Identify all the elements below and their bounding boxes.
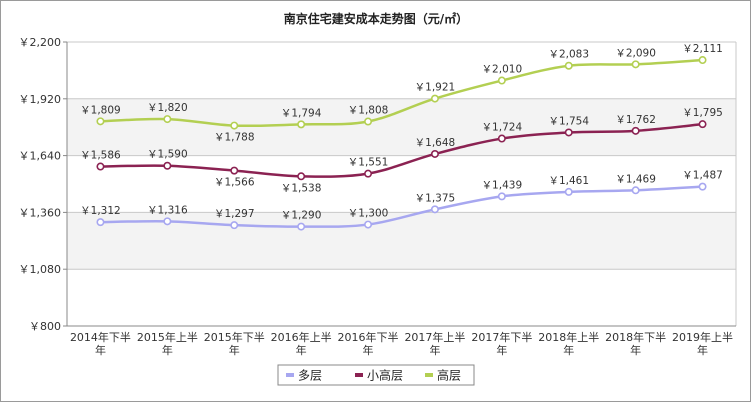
x-tick-label: 2015年上半年 xyxy=(137,330,198,357)
data-label: ￥1,300 xyxy=(348,208,389,220)
legend-label: 高层 xyxy=(437,368,461,383)
data-point xyxy=(564,61,573,70)
data-point xyxy=(297,120,306,129)
y-tick-label: ￥1,080 xyxy=(19,263,62,276)
data-label: ￥2,010 xyxy=(482,64,523,76)
data-label: ￥1,762 xyxy=(615,114,656,126)
y-tick-label: ￥1,360 xyxy=(19,206,62,219)
data-point xyxy=(698,120,707,129)
data-label: ￥1,820 xyxy=(147,102,188,114)
data-point xyxy=(698,56,707,65)
data-label: ￥1,808 xyxy=(348,105,389,117)
data-label: ￥2,090 xyxy=(615,47,656,59)
grid-band xyxy=(67,42,736,99)
data-label: ￥1,297 xyxy=(214,208,255,220)
data-point xyxy=(364,117,373,126)
series-line-2 xyxy=(100,58,703,128)
data-point xyxy=(163,217,172,226)
legend-label: 小高层 xyxy=(367,368,403,383)
data-point xyxy=(96,117,105,126)
legend: 多层 小高层 高层 xyxy=(277,364,475,386)
data-label: ￥1,921 xyxy=(415,82,456,94)
data-point xyxy=(163,115,172,124)
gridlines xyxy=(66,41,737,327)
x-tick-label: 2017年下半年 xyxy=(471,330,532,357)
data-point xyxy=(430,205,439,214)
x-tick-label: 2018年下半年 xyxy=(605,330,666,357)
data-label: ￥1,469 xyxy=(615,173,656,185)
data-point xyxy=(497,192,506,201)
data-label: ￥1,290 xyxy=(281,210,322,222)
data-label: ￥1,538 xyxy=(281,182,322,194)
data-point xyxy=(297,222,306,231)
data-point xyxy=(96,218,105,227)
series-group xyxy=(96,56,707,231)
data-point xyxy=(96,162,105,171)
data-label: ￥2,083 xyxy=(548,49,589,61)
grid-band xyxy=(67,269,736,326)
y-tick-label: ￥1,920 xyxy=(19,93,62,106)
data-label: ￥1,551 xyxy=(348,157,389,169)
data-point xyxy=(230,221,239,230)
x-tick-label: 2014年下半年 xyxy=(70,330,131,357)
x-tick-label: 2017年上半年 xyxy=(404,330,465,357)
data-label: ￥1,566 xyxy=(214,177,255,189)
data-label: ￥2,111 xyxy=(682,43,723,55)
data-label: ￥1,590 xyxy=(147,149,188,161)
data-label: ￥1,648 xyxy=(415,137,456,149)
x-tick-label: 2015年下半年 xyxy=(204,330,265,357)
data-point xyxy=(631,126,640,135)
data-point xyxy=(230,166,239,175)
y-axis: ￥800 ￥1,080 ￥1,360 ￥1,640 ￥1,920 ￥2,200 xyxy=(19,36,67,333)
x-tick-label: 2018年上半年 xyxy=(538,330,599,357)
data-point xyxy=(497,76,506,85)
x-tick-label: 2016年上半年 xyxy=(271,330,332,357)
grid-band xyxy=(67,98,736,156)
data-label: ￥1,312 xyxy=(80,205,121,217)
x-tick-label: 2019年上半年 xyxy=(672,330,733,357)
series-line-0 xyxy=(100,185,703,228)
data-point xyxy=(364,220,373,229)
data-label: ￥1,375 xyxy=(415,192,456,204)
legend-label: 多层 xyxy=(298,369,322,383)
data-label: ￥1,794 xyxy=(281,107,322,119)
legend-swatch xyxy=(286,373,294,377)
y-tick-label: ￥800 xyxy=(29,320,61,333)
x-tick-label: 2016年下半年 xyxy=(338,330,399,357)
data-point xyxy=(430,94,439,103)
data-label: ￥1,754 xyxy=(548,115,589,127)
data-label: ￥1,487 xyxy=(682,170,723,182)
data-point xyxy=(364,169,373,178)
legend-box xyxy=(277,364,475,386)
data-point xyxy=(163,161,172,170)
legend-swatch xyxy=(425,373,433,377)
data-point xyxy=(564,128,573,137)
data-label: ￥1,439 xyxy=(482,179,523,191)
data-label: ￥1,461 xyxy=(548,175,589,187)
data-point xyxy=(297,172,306,181)
data-label: ￥1,809 xyxy=(80,104,121,116)
grid-bands xyxy=(67,42,736,326)
data-labels: ￥1,312 ￥1,316 ￥1,297 ￥1,290 ￥1,300 ￥1,375 ￥1,4… xyxy=(80,43,723,222)
data-point xyxy=(564,187,573,196)
data-point xyxy=(631,60,640,69)
series-line-1 xyxy=(100,122,703,178)
data-label: ￥1,586 xyxy=(80,150,121,162)
data-point xyxy=(497,134,506,143)
data-label: ￥1,724 xyxy=(482,122,523,134)
data-label: ￥1,788 xyxy=(214,132,255,144)
y-tick-label: ￥2,200 xyxy=(19,36,62,49)
data-point xyxy=(631,186,640,195)
legend-swatch xyxy=(355,373,363,377)
data-point xyxy=(698,182,707,191)
x-axis: 2014年下半年2015年上半年2015年下半年2016年上半年2016年下半年… xyxy=(70,330,733,357)
data-label: ￥1,795 xyxy=(682,107,723,119)
chart-title: 南京住宅建安成本走势图（元/㎡） xyxy=(284,11,468,26)
data-label: ￥1,316 xyxy=(147,204,188,216)
data-point xyxy=(230,121,239,130)
data-point xyxy=(430,149,439,158)
y-tick-label: ￥1,640 xyxy=(19,150,62,163)
